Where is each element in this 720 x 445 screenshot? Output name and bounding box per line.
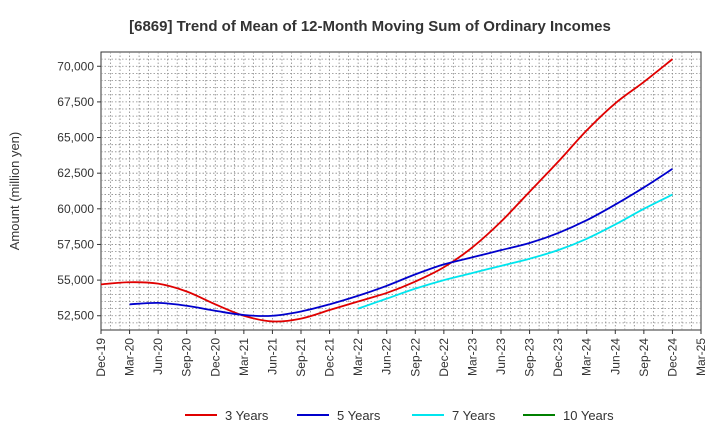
x-tick-label: Sep-24 [637, 338, 651, 377]
x-tick-label: Dec-24 [665, 338, 679, 377]
y-tick-label: 57,500 [57, 237, 94, 251]
x-tick-label: Mar-25 [694, 338, 708, 376]
x-tick-label: Sep-23 [523, 338, 537, 377]
grid-layer [101, 52, 701, 330]
series-line-3-years [100, 58, 673, 323]
series-line-5-years [129, 168, 673, 317]
series-line-7-years [357, 193, 673, 310]
x-tick-label: Sep-22 [408, 338, 422, 377]
series-layer [100, 58, 673, 323]
x-tick-label: Mar-20 [123, 338, 137, 376]
legend-label-3-years: 3 Years [225, 408, 269, 423]
y-tick-label: 55,000 [57, 273, 94, 287]
y-tick-label: 70,000 [57, 59, 94, 73]
plot-frame [100, 51, 702, 331]
x-tick-label: Mar-24 [580, 338, 594, 376]
x-tick-label: Jun-24 [608, 338, 622, 375]
y-tick-label: 60,000 [57, 202, 94, 216]
x-tick-label: Jun-23 [494, 338, 508, 375]
legend-label-7-years: 7 Years [452, 408, 496, 423]
legend-label-5-years: 5 Years [337, 408, 381, 423]
x-tick-label: Dec-20 [208, 338, 222, 377]
x-tick-label: Jun-22 [380, 338, 394, 375]
y-tick-label: 62,500 [57, 166, 94, 180]
y-tick-label: 67,500 [57, 95, 94, 109]
x-tick-label: Sep-21 [294, 338, 308, 377]
y-tick-label: 65,000 [57, 131, 94, 145]
x-tick-label: Jun-20 [151, 338, 165, 375]
x-tick-label: Mar-22 [351, 338, 365, 376]
x-tick-label: Dec-21 [323, 338, 337, 377]
x-tick-label: Dec-19 [94, 338, 108, 377]
chart-title: [6869] Trend of Mean of 12-Month Moving … [129, 18, 611, 35]
x-tick-label: Dec-22 [437, 338, 451, 377]
legend-label-10-years: 10 Years [563, 408, 614, 423]
x-tick-label: Sep-20 [180, 338, 194, 377]
x-tick-label: Mar-21 [237, 338, 251, 376]
x-tick-label: Mar-23 [465, 338, 479, 376]
legend: 3 Years 5 Years 7 Years 10 Years [185, 408, 614, 423]
x-tick-label: Dec-23 [551, 338, 565, 377]
y-tick-label: 52,500 [57, 309, 94, 323]
y-axis-title: Amount (million yen) [7, 132, 22, 251]
x-tick-label: Jun-21 [265, 338, 279, 375]
axis-layer: 52,500 55,000 57,500 60,000 62,500 65,000 67,5… [57, 59, 708, 376]
